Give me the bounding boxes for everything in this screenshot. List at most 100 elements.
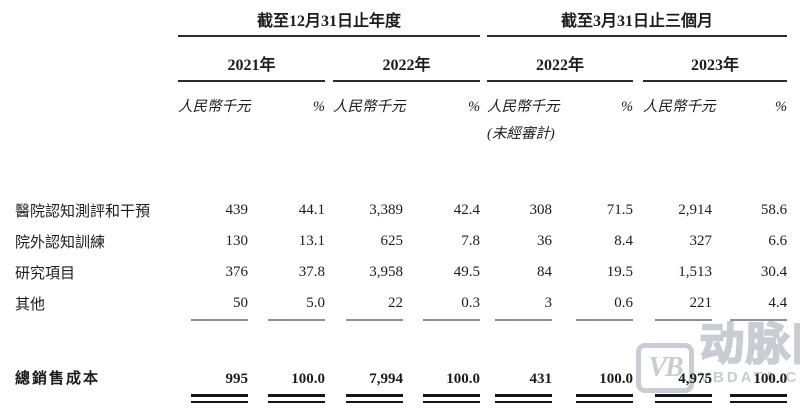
cell-value: 0.6 xyxy=(614,295,634,311)
cell-value: 308 xyxy=(529,202,553,218)
cell-value: 7.8 xyxy=(461,233,481,249)
total-cell-value: 100.0 xyxy=(599,371,634,387)
spacer-cell xyxy=(633,390,643,408)
year-header: 2022年 xyxy=(333,37,481,82)
cell-value: 5.0 xyxy=(306,295,325,311)
cell-value: 439 xyxy=(225,202,249,218)
spacer-cell xyxy=(633,82,643,118)
cell-value: 130 xyxy=(225,233,249,249)
cost-of-sales-table: 截至12月31日止年度 截至3月31日止三個月 2021年 2022年 2022… xyxy=(15,7,788,408)
watermark-site-text: VBDATA.CN xyxy=(700,369,800,386)
row-label: 醫院認知測評和干預 xyxy=(15,204,151,220)
watermark: VB 动脉网 VBDATA.CN xyxy=(636,320,800,393)
subtotal-rule-row xyxy=(15,319,788,323)
row-label: 研究項目 xyxy=(15,266,76,282)
cell-value: 84 xyxy=(537,264,553,280)
subtotal-rule xyxy=(403,319,481,323)
spacer-cell xyxy=(325,226,333,257)
cell-value: 44.1 xyxy=(298,202,325,218)
cell-value: 2,914 xyxy=(678,202,713,218)
cell-value: 58.6 xyxy=(760,202,788,218)
column-header-cell: 人民幣千元 % xyxy=(333,82,480,118)
cell-value: 19.5 xyxy=(606,264,634,280)
double-rule xyxy=(178,390,248,408)
total-row-label: 總銷售成本 xyxy=(15,371,101,387)
table-row: 院外認知訓練 130 13.1 625 7.8 36 8.4 327 6.6 xyxy=(15,226,787,257)
year-header: 2022年 xyxy=(487,37,634,82)
spacer-cell xyxy=(480,118,487,149)
spacer-cell xyxy=(633,118,643,149)
spacer-cell xyxy=(15,118,178,149)
cell-value: 625 xyxy=(380,233,404,249)
period-group-header: 截至12月31日止年度 xyxy=(178,7,481,37)
total-cell-value: 100.0 xyxy=(446,371,481,387)
watermark-brand-text: 动脉网 xyxy=(699,320,800,369)
cell-value: 30.4 xyxy=(760,264,788,280)
cell-value: 327 xyxy=(689,233,713,249)
year-header: 2021年 xyxy=(178,37,325,82)
cell-value: 376 xyxy=(225,264,249,280)
spacer-cell xyxy=(633,288,643,319)
total-cell-value: 995 xyxy=(225,371,249,387)
spacer-cell xyxy=(15,37,178,82)
cell-value: 42.4 xyxy=(453,202,481,218)
column-header-amount: 人民幣千元 xyxy=(178,99,251,115)
total-row: 總銷售成本 995 100.0 7,994 100.0 431 100.0 4,… xyxy=(15,363,787,390)
spacer-cell xyxy=(15,390,178,408)
spacer-cell xyxy=(643,118,787,149)
spacer-cell xyxy=(15,82,178,118)
spacer-cell xyxy=(633,363,643,390)
spacer-cell xyxy=(325,82,333,118)
cell-value: 3,389 xyxy=(369,202,403,218)
double-rule xyxy=(403,390,481,408)
spacer-cell xyxy=(480,390,487,408)
cell-value: 1,513 xyxy=(678,264,713,280)
double-rule xyxy=(552,390,634,408)
double-rule xyxy=(333,390,403,408)
year-header: 2023年 xyxy=(643,37,788,82)
column-header-cell: 人民幣千元 % xyxy=(178,82,325,118)
table-row: 其他 50 5.0 22 0.3 3 0.6 221 4.4 xyxy=(15,288,787,319)
subtotal-rule xyxy=(248,319,325,323)
row-label: 院外認知訓練 xyxy=(15,235,106,251)
spacer-cell xyxy=(325,257,333,288)
cell-value: 22 xyxy=(388,295,403,311)
spacer-cell xyxy=(633,226,643,257)
double-rule xyxy=(248,390,325,408)
watermark-text-block: 动脉网 VBDATA.CN xyxy=(699,320,800,387)
column-header-amount: 人民幣千元 xyxy=(487,99,560,115)
watermark-vb-logo-icon: VB xyxy=(636,343,694,393)
spacer-cell xyxy=(178,118,325,149)
period-group-header-row: 截至12月31日止年度 截至3月31日止三個月 xyxy=(15,7,788,37)
spacer-cell xyxy=(633,37,643,82)
cell-value: 221 xyxy=(689,295,713,311)
column-header-cell: 人民幣千元 % xyxy=(487,82,633,118)
subtotal-rule xyxy=(333,319,403,323)
subtotal-rule xyxy=(552,319,634,323)
spacer-cell xyxy=(325,363,333,390)
spacer-cell xyxy=(480,37,487,82)
subtotal-rule xyxy=(643,319,713,323)
spacer-cell xyxy=(633,257,643,288)
spacer-cell xyxy=(480,226,487,257)
cell-value: 13.1 xyxy=(298,233,325,249)
year-header-row: 2021年 2022年 2022年 2023年 xyxy=(15,37,788,82)
total-cell-value: 431 xyxy=(529,371,553,387)
subtotal-rule xyxy=(178,319,248,323)
spacer-cell xyxy=(480,257,487,288)
spacer-cell xyxy=(480,288,487,319)
unaudited-note-row: (未經審計) xyxy=(15,118,787,149)
total-rule-row xyxy=(15,390,788,408)
spacer-cell xyxy=(480,195,487,226)
unaudited-note: (未經審計) xyxy=(487,126,555,142)
spacer-cell xyxy=(325,390,333,408)
spacer-cell xyxy=(480,82,487,118)
table-row: 醫院認知測評和干預 439 44.1 3,389 42.4 308 71.5 2… xyxy=(15,195,787,226)
column-header-percent: % xyxy=(467,99,481,115)
cell-value: 49.5 xyxy=(453,264,481,280)
spacer-cell xyxy=(15,7,178,37)
cell-value: 4.4 xyxy=(768,295,788,311)
cell-value: 0.3 xyxy=(461,295,481,311)
cell-value: 71.5 xyxy=(606,202,634,218)
